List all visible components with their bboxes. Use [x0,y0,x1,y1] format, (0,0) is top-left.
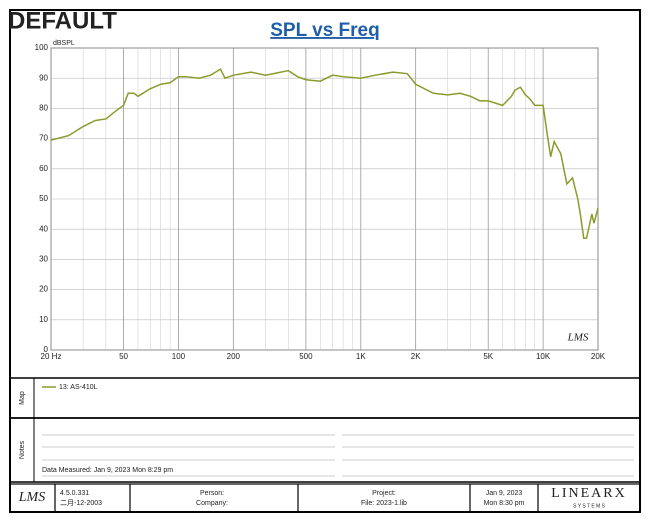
x-tick-label: 200 [227,352,241,361]
footer-grid [9,483,641,513]
x-tick-label: 10K [536,352,551,361]
build-date: 二月-12-2003 [60,499,102,507]
company: Company: [196,500,228,507]
date: Jan 9, 2023 [486,490,523,497]
badge: DEFAULT [8,7,117,34]
x-tick-label: 1K [356,352,366,361]
brand-sub: S Y S T E M S [573,503,606,509]
y-axis-label: dBSPL [53,40,75,47]
y-tick-label: 20 [39,285,48,294]
version: 4.5.0.331 [60,490,89,497]
chart-title: SPL vs Freq [270,20,379,41]
y-tick-label: 40 [39,224,48,233]
map-panel [9,377,641,419]
y-tick-label: 30 [39,255,48,264]
note-lines [42,434,634,477]
measured-note: Data Measured: Jan 9, 2023 Mon 8:29 pm [42,467,173,474]
x-tick-label: 5K [483,352,493,361]
legend-label: 13: AS-410L [59,384,98,391]
y-tick-label: 80 [39,104,48,113]
x-tick-label: 50 [119,352,128,361]
y-tick-label: 100 [35,43,49,52]
series-line [50,68,599,240]
x-tick-label: 20 Hz [41,352,62,361]
y-tick-label: 50 [39,194,48,203]
footer-logo: LMS [18,490,45,505]
x-tick-label: 100 [172,352,186,361]
y-tick-label: 60 [39,164,48,173]
x-tick-label: 2K [411,352,421,361]
y-tick-label: 0 [44,345,49,354]
y-tick-label: 70 [39,134,48,143]
time: Mon 8:30 pm [484,500,525,507]
notes-label: Notes [19,440,26,459]
map-label: Map [19,391,26,405]
x-tick-label: 20K [591,352,606,361]
y-tick-label: 10 [39,315,48,324]
person: Person: [200,490,224,497]
brand: LINEARX [551,486,626,501]
watermark: LMS [567,332,589,344]
y-tick-label: 90 [39,73,48,82]
project: Project: [372,490,396,497]
x-tick-label: 500 [299,352,313,361]
notes-panel [9,417,641,483]
file: File: 2023-1.lib [361,500,407,507]
